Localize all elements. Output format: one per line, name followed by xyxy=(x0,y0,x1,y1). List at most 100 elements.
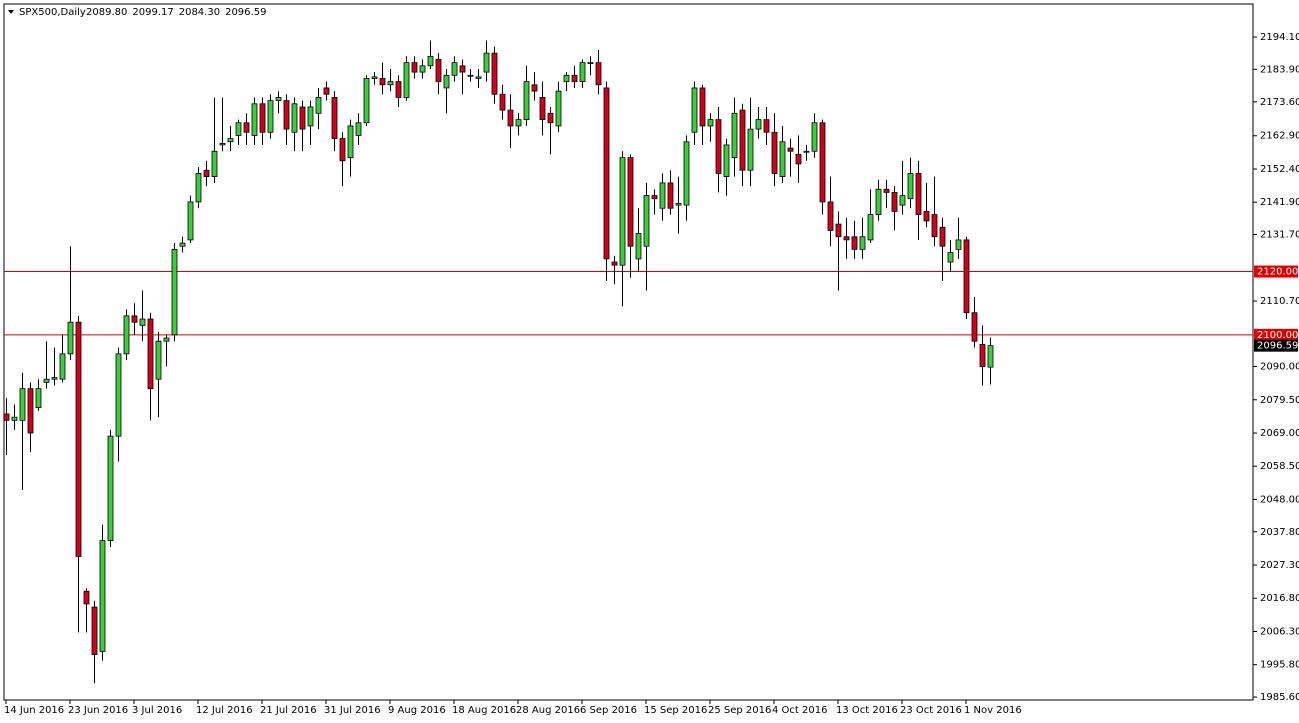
header-value: 2084.30 xyxy=(179,7,220,18)
candle-body xyxy=(651,195,658,200)
candle-body xyxy=(227,138,234,143)
candle-body xyxy=(3,413,10,421)
candle-body xyxy=(243,122,250,133)
candle-body xyxy=(531,84,538,92)
candle-body xyxy=(251,103,258,136)
candle-body xyxy=(739,109,746,171)
candle-body xyxy=(491,52,498,95)
candle-body xyxy=(323,87,330,95)
candle-body xyxy=(771,131,778,174)
candle-body xyxy=(27,388,34,434)
candle-body xyxy=(387,81,394,86)
y-tick-label: 2048.00 xyxy=(1260,494,1299,505)
candle-body xyxy=(691,87,698,133)
price-tag xyxy=(1254,339,1298,352)
candle-body xyxy=(467,74,474,77)
candle-body xyxy=(131,315,138,323)
candle-body xyxy=(851,236,858,250)
candle-body xyxy=(955,239,962,250)
candle-body xyxy=(683,141,690,206)
candle-body xyxy=(499,93,506,111)
candle-body xyxy=(123,315,130,355)
candle-body xyxy=(507,109,514,127)
candle-body xyxy=(107,435,114,542)
y-tick-label: 2037.80 xyxy=(1260,527,1299,538)
candle-body xyxy=(139,318,146,326)
candle-body xyxy=(67,321,74,355)
plot-frame xyxy=(3,3,1254,701)
candle-body xyxy=(187,201,194,241)
candle-body xyxy=(875,188,882,215)
candle-body xyxy=(411,62,418,73)
candle-body xyxy=(267,100,274,133)
candle-body xyxy=(259,103,266,133)
candle-body xyxy=(627,157,634,247)
candle-body xyxy=(667,182,674,209)
candle-body xyxy=(179,242,186,247)
y-tick-label: 2162.90 xyxy=(1260,131,1299,142)
x-tick-label: 9 Aug 2016 xyxy=(388,705,446,716)
candle-body xyxy=(939,226,946,247)
x-tick-label: 31 Jul 2016 xyxy=(324,705,381,716)
x-tick-label: 4 Oct 2016 xyxy=(772,705,827,716)
candle-body xyxy=(419,65,426,73)
candle-body xyxy=(571,74,578,83)
candle-body xyxy=(435,59,442,83)
candle-body xyxy=(403,62,410,98)
y-tick-label: 2131.70 xyxy=(1260,230,1299,241)
chart-title: SPX500,Daily xyxy=(19,7,86,18)
candle-body xyxy=(843,236,850,241)
candle-body xyxy=(523,81,530,121)
candle-body xyxy=(19,388,26,421)
candle-body xyxy=(155,340,162,380)
candle-body xyxy=(763,119,770,133)
candle-body xyxy=(195,173,202,203)
x-tick-label: 25 Sep 2016 xyxy=(708,705,771,716)
menu-arrow[interactable] xyxy=(8,10,14,14)
x-tick-label: 28 Aug 2016 xyxy=(516,705,580,716)
candle-body xyxy=(971,312,978,342)
candle-body xyxy=(579,62,586,83)
candle-body xyxy=(347,125,354,158)
candle-body xyxy=(475,76,482,79)
y-tick-label: 2152.40 xyxy=(1260,164,1299,175)
candle-body xyxy=(83,590,90,605)
candle-body xyxy=(203,169,210,177)
candle-body xyxy=(707,119,714,127)
candle-body xyxy=(595,62,602,86)
candle-body xyxy=(803,150,810,153)
candle-body xyxy=(299,106,306,130)
y-tick-label: 2110.70 xyxy=(1260,296,1299,307)
candle-body xyxy=(643,195,650,247)
y-tick-label: 2027.30 xyxy=(1260,560,1299,571)
x-tick-label: 15 Sep 2016 xyxy=(644,705,707,716)
candle-body xyxy=(315,97,322,114)
candle-body xyxy=(59,353,66,380)
candle-body xyxy=(219,142,226,146)
y-tick-label: 1985.60 xyxy=(1260,692,1299,703)
y-tick-label: 2090.00 xyxy=(1260,362,1299,373)
candle-body xyxy=(211,150,218,177)
candle-body xyxy=(699,87,706,127)
candle-body xyxy=(723,144,730,177)
candle-body xyxy=(283,100,290,130)
candle-body xyxy=(91,606,98,655)
price-tag xyxy=(1254,328,1298,341)
y-tick-label: 1995.80 xyxy=(1260,660,1299,671)
candle-body xyxy=(923,211,930,222)
candle-body xyxy=(787,147,794,152)
candle-body xyxy=(811,122,818,152)
candle-body xyxy=(371,76,378,79)
candle-body xyxy=(835,223,842,238)
candle-body xyxy=(563,74,570,83)
candle-body xyxy=(987,345,994,368)
candle-body xyxy=(747,128,754,171)
candle-body xyxy=(395,81,402,98)
candle-body xyxy=(715,119,722,174)
y-tick-label: 2006.30 xyxy=(1260,626,1299,637)
x-tick-label: 21 Jul 2016 xyxy=(260,705,317,716)
price-tag xyxy=(1254,265,1298,278)
header-value: 2089.80 xyxy=(86,7,127,18)
candle-body xyxy=(339,138,346,162)
x-tick-label: 6 Sep 2016 xyxy=(580,705,637,716)
